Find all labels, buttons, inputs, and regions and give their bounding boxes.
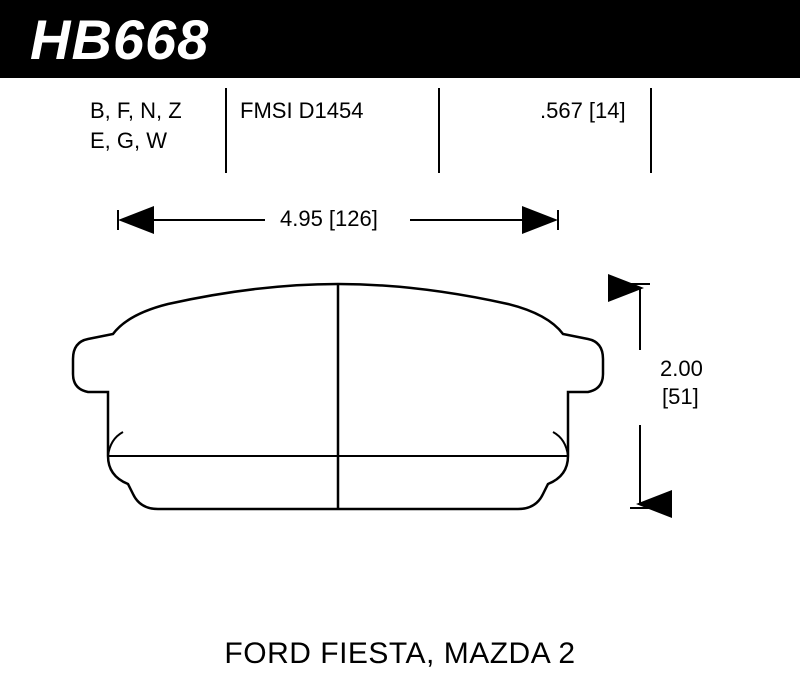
divider-2 bbox=[438, 88, 440, 173]
brake-pad-outline bbox=[73, 284, 603, 509]
diagram-area: 4.95 [126] 2.00 [51] bbox=[0, 190, 800, 610]
spec-fmsi: FMSI D1454 bbox=[240, 96, 364, 126]
divider-3 bbox=[650, 88, 652, 173]
divider-1 bbox=[225, 88, 227, 173]
spec-compounds-line1: B, F, N, Z bbox=[90, 98, 182, 123]
vehicle-models: FORD FIESTA, MAZDA 2 bbox=[0, 637, 800, 671]
spec-compounds-line2: E, G, W bbox=[90, 128, 167, 153]
height-dim-label-in: 2.00 bbox=[660, 356, 703, 382]
height-dimension bbox=[630, 284, 650, 508]
width-dim-label: 4.95 [126] bbox=[280, 206, 378, 232]
height-dim-label-mm: [51] bbox=[662, 384, 699, 410]
spec-thickness: .567 [14] bbox=[540, 96, 626, 126]
spec-compounds: B, F, N, Z E, G, W bbox=[90, 96, 182, 155]
spec-row: B, F, N, Z E, G, W FMSI D1454 .567 [14] bbox=[0, 78, 800, 178]
header-bar: HB668 bbox=[0, 0, 800, 78]
part-number: HB668 bbox=[30, 7, 209, 72]
